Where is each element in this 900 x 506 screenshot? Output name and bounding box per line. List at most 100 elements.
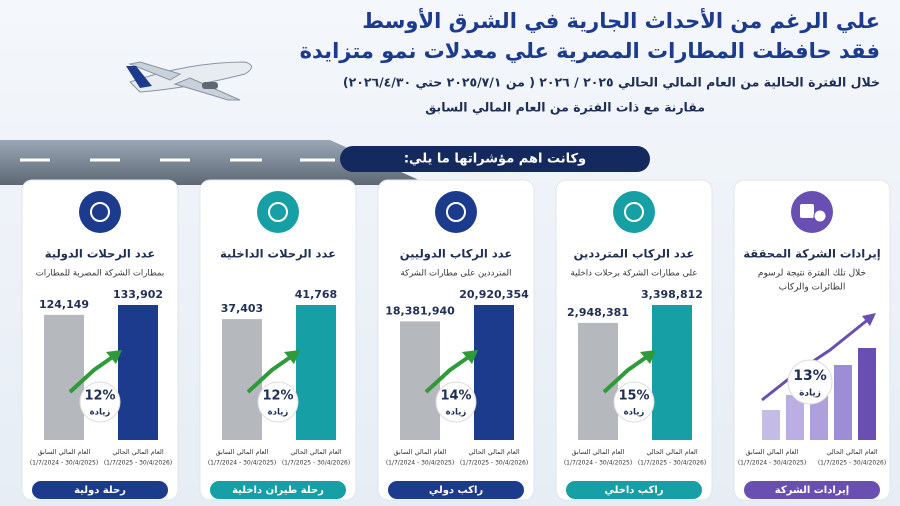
icon (613, 191, 655, 233)
card-subtitle: على مطارات الشركة برحلات داخلية (571, 269, 698, 279)
footer-label: رحلة دولية (74, 485, 126, 496)
category-label: العام المالي السابق (394, 448, 447, 456)
bar (118, 305, 158, 440)
section-heading: وكانت اهم مؤشراتها ما يلي: (404, 152, 586, 167)
period-label: (1/7/2025 - 30/4/2026) (104, 460, 172, 467)
category-label: العام المالي الحالي (826, 448, 878, 456)
growth-word: زيادة (624, 408, 645, 418)
category-label: العام المالي السابق (216, 448, 269, 456)
card-title: عدد الرحلات الدولية (45, 247, 155, 262)
category-label: العام المالي الحالي (290, 448, 342, 456)
growth-circle (435, 381, 477, 423)
card-title: عدد الركاب الدوليين (400, 247, 513, 262)
category-label: العام المالي الحالي (646, 448, 698, 456)
value-label: 41,768 (295, 288, 337, 301)
footer-pill (566, 481, 702, 499)
bar (400, 321, 440, 440)
card-title: عدد الركاب المترددين (574, 247, 695, 261)
period-label: (1/7/2025 - 30/4/2026) (282, 460, 350, 467)
icon (257, 191, 299, 233)
bar (652, 305, 692, 440)
period-label: (1/7/2024 - 30/4/2025) (564, 460, 632, 467)
subtitle-line: مقارنة مع ذات الفترة من العام المالي الس… (425, 100, 705, 116)
bar (222, 319, 262, 440)
icon (79, 191, 121, 233)
arrow-head (862, 313, 876, 326)
airplane (126, 61, 252, 101)
value-label: 20,920,354 (459, 288, 529, 301)
bar (474, 305, 514, 440)
footer-label: إيرادات الشركة (775, 485, 849, 496)
growth-circle (613, 381, 655, 423)
growth-arrow (602, 354, 650, 394)
section-pill (340, 146, 650, 172)
footer-label: رحلة طيران داخلية (232, 485, 324, 496)
card-subtitle: خلال تلك الفترة نتيجة لرسوم (758, 269, 866, 279)
growth-word: زيادة (799, 389, 821, 399)
growth-label: 13% (793, 368, 827, 384)
footer-pill (744, 481, 880, 499)
value-label: 2,948,381 (567, 306, 629, 319)
icon-shape (800, 204, 814, 218)
period-label: (1/7/2025 - 30/4/2026) (638, 460, 706, 467)
revenue-card: إيرادات الشركة المحققة خلال تلك الفترة ن… (733, 179, 891, 501)
card-title: إيرادات الشركة المحققة (743, 247, 880, 261)
bar (578, 322, 618, 440)
growth-label: 14% (440, 389, 471, 404)
arrow-head (106, 350, 122, 364)
bar (44, 314, 84, 440)
growth-circle (257, 381, 299, 423)
card-subtitle: الطائرات والركاب (779, 283, 846, 293)
icon-shape (90, 202, 110, 222)
period-label: (1/7/2024 - 30/4/2025) (386, 460, 454, 467)
card-title: عدد الرحلات الداخلية (220, 247, 336, 261)
category-label: العام المالي الحالي (468, 448, 520, 456)
growth-word: زيادة (90, 408, 111, 418)
category-label: العام المالي السابق (746, 448, 799, 456)
icon-shape (446, 202, 466, 222)
growth-arrow (424, 354, 472, 394)
card-subtitle: المترددين على مطارات الشركة (400, 269, 511, 279)
footer-pill (210, 481, 346, 499)
footer-pill (388, 481, 524, 499)
growth-label: 12% (84, 389, 115, 404)
growth-arrow (761, 316, 871, 402)
period-label: (1/7/2024 - 30/4/2025) (30, 460, 98, 467)
growth-circle (787, 359, 833, 405)
category-label: العام المالي السابق (572, 448, 625, 456)
growth-label: 15% (618, 389, 649, 404)
card-subtitle: بمطارات الشركة المصرية للمطارات (36, 269, 164, 279)
arrow-head (462, 350, 478, 364)
footer-label: راكب داخلي (604, 485, 663, 496)
value-label: 37,403 (221, 302, 263, 315)
icon-shape (268, 202, 288, 222)
growth-word: زيادة (446, 408, 467, 418)
period-label: (1/7/2025 - 30/4/2026) (818, 460, 886, 467)
footer-pill (32, 481, 168, 499)
title-line: فقد حافظت المطارات المصرية علي معدلات نم… (300, 39, 880, 63)
category-label: العام المالي الحالي (112, 448, 164, 456)
value-label: 133,902 (113, 288, 163, 301)
icon-shape (813, 209, 827, 223)
growth-word: زيادة (268, 408, 289, 418)
value-label: 18,381,940 (385, 304, 455, 317)
growth-circle (79, 381, 121, 423)
value-label: 124,149 (39, 298, 89, 311)
icon (435, 191, 477, 233)
value-label: 3,398,812 (641, 288, 703, 301)
icon-shape (624, 202, 644, 222)
arrow-head (640, 350, 656, 364)
period-label: (1/7/2024 - 30/4/2025) (208, 460, 276, 467)
growth-label: 12% (262, 389, 293, 404)
category-label: العام المالي السابق (38, 448, 91, 456)
arrow-head (284, 350, 300, 364)
runway (0, 140, 430, 185)
period-label: (1/7/2024 - 30/4/2025) (738, 460, 806, 467)
title-line: علي الرغم من الأحداث الجارية في الشرق ال… (362, 7, 880, 33)
bar (296, 305, 336, 440)
growth-arrow (246, 354, 294, 394)
footer-label: راكب دولي (429, 485, 484, 496)
period-label: (1/7/2025 - 30/4/2026) (460, 460, 528, 467)
growth-arrow (68, 354, 116, 394)
